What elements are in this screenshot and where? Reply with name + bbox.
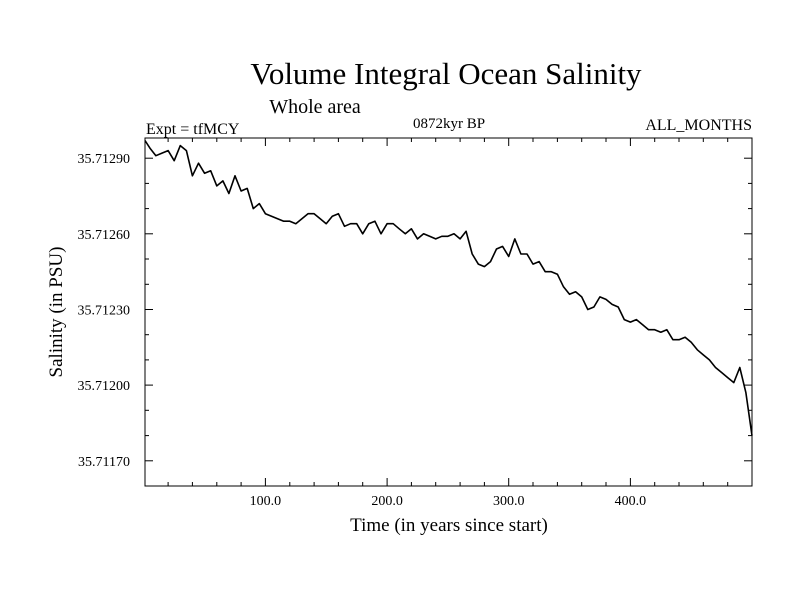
y-tick-labels: 35.71170 35.71200 35.71230 35.71260 35.7… bbox=[78, 152, 131, 470]
y-tick-label: 35.71290 bbox=[78, 152, 131, 167]
chart-subtitle: Whole area bbox=[269, 96, 361, 118]
plot-frame bbox=[144, 137, 753, 487]
axis-ticks bbox=[145, 138, 752, 487]
x-tick-labels: 100.0 200.0 300.0 400.0 bbox=[250, 494, 647, 509]
chart-title: Volume Integral Ocean Salinity bbox=[250, 56, 642, 91]
y-tick-label: 35.71230 bbox=[78, 304, 131, 319]
y-tick-label: 35.71170 bbox=[78, 455, 130, 470]
months-label: ALL_MONTHS bbox=[645, 117, 752, 134]
experiment-label: Expt = tfMCY bbox=[146, 121, 240, 138]
x-tick-label: 300.0 bbox=[493, 494, 525, 509]
x-tick-label: 200.0 bbox=[371, 494, 403, 509]
period-label: 0872kyr BP bbox=[413, 116, 485, 132]
salinity-series-line bbox=[144, 140, 753, 436]
y-axis-label: Salinity (in PSU) bbox=[46, 247, 67, 378]
x-tick-label: 400.0 bbox=[615, 494, 647, 509]
x-tick-label: 100.0 bbox=[250, 494, 282, 509]
y-tick-label: 35.71200 bbox=[78, 379, 131, 394]
x-axis-label: Time (in years since start) bbox=[350, 515, 548, 536]
y-tick-label: 35.71260 bbox=[78, 228, 131, 243]
